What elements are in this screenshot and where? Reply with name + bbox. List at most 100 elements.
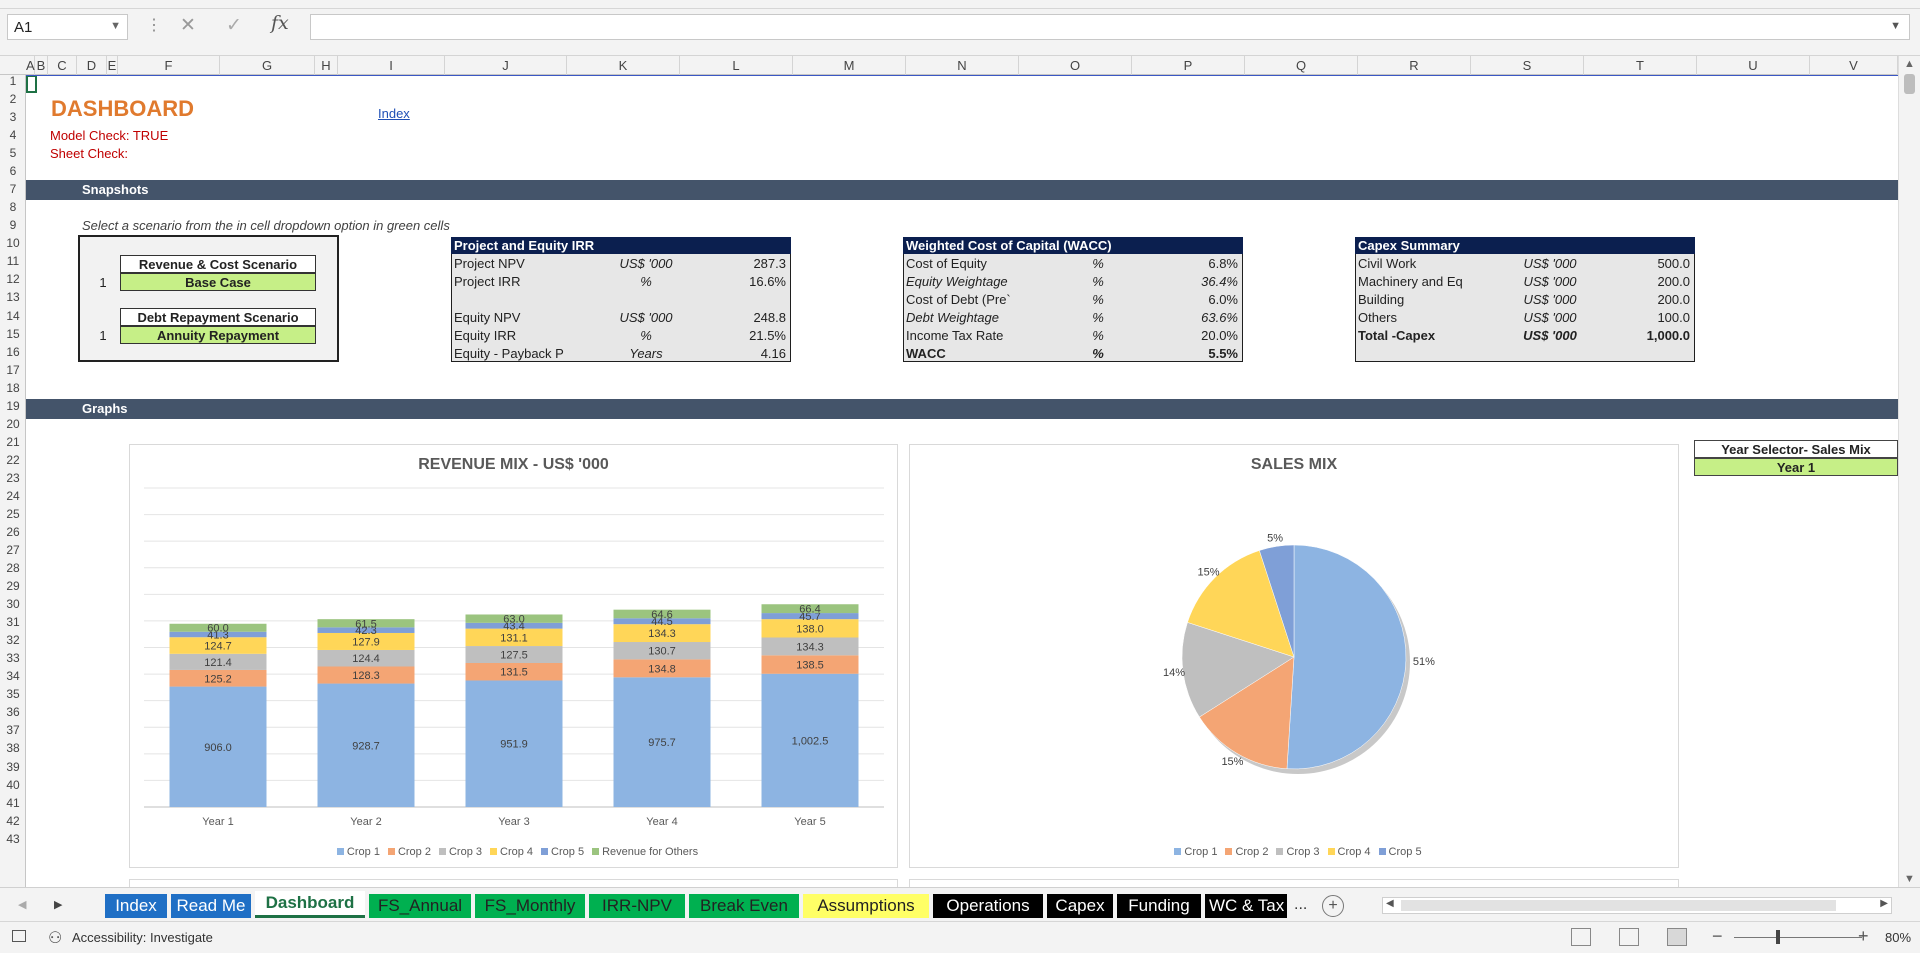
formula-input[interactable]: ▼ <box>310 14 1910 40</box>
revenue-mix-chart[interactable]: REVENUE MIX - US$ '000 906.0 125.2 121.4 12… <box>129 444 898 868</box>
zoom-out-icon[interactable]: − <box>1712 926 1723 946</box>
column-header-a[interactable]: A <box>26 56 35 75</box>
name-box[interactable]: A1 ▼ <box>7 14 128 40</box>
column-header-o[interactable]: O <box>1019 56 1132 75</box>
row-header-36[interactable]: 36 <box>6 705 20 720</box>
row-header-26[interactable]: 26 <box>6 525 20 539</box>
row-header-12[interactable]: 12 <box>6 272 20 287</box>
row-header-32[interactable]: 32 <box>6 633 20 648</box>
row-header-25[interactable]: 25 <box>6 506 20 521</box>
index-link[interactable]: Index <box>378 106 410 121</box>
row-header-34[interactable]: 34 <box>6 669 20 684</box>
row-header-7[interactable]: 7 <box>9 182 17 197</box>
selected-cell-a1[interactable] <box>26 75 37 93</box>
sheet-next-icon[interactable]: ▶ <box>54 899 63 911</box>
horizontal-scrollbar[interactable]: ◀ ▶ <box>1382 897 1892 914</box>
vertical-scrollbar[interactable]: ▲ ▼ <box>1898 56 1920 887</box>
page-break-preview-icon[interactable] <box>1667 928 1687 946</box>
row-header-5[interactable]: 5 <box>9 146 17 161</box>
column-header-q[interactable]: Q <box>1245 56 1358 75</box>
row-header-27[interactable]: 27 <box>6 543 20 558</box>
column-header-f[interactable]: F <box>118 56 220 75</box>
row-header-4[interactable]: 4 <box>9 128 17 143</box>
row-header-38[interactable]: 38 <box>6 741 20 756</box>
row-header-29[interactable]: 29 <box>6 579 20 594</box>
scroll-up-icon[interactable]: ▲ <box>1904 58 1915 70</box>
enter-check-icon[interactable]: ✓ <box>226 15 242 36</box>
sheet-tab-read-me[interactable]: Read Me <box>171 894 251 918</box>
row-header-22[interactable]: 22 <box>6 452 20 467</box>
column-header-h[interactable]: H <box>315 56 338 75</box>
zoom-in-icon[interactable]: + <box>1858 926 1869 946</box>
row-header-20[interactable]: 20 <box>6 416 20 431</box>
row-header-18[interactable]: 18 <box>6 380 20 395</box>
scroll-left-icon[interactable]: ◀ <box>1386 898 1394 909</box>
column-header-p[interactable]: P <box>1132 56 1245 75</box>
column-header-g[interactable]: G <box>220 56 315 75</box>
row-header-37[interactable]: 37 <box>6 723 20 738</box>
scroll-down-icon[interactable]: ▼ <box>1904 873 1915 885</box>
sheet-tab-index[interactable]: Index <box>105 894 167 918</box>
sheet-tab-funding[interactable]: Funding <box>1117 894 1201 918</box>
page-layout-icon[interactable] <box>1619 928 1639 946</box>
row-header-28[interactable]: 28 <box>6 561 20 576</box>
more-sheets[interactable]: ... <box>1294 896 1308 913</box>
row-header-11[interactable]: 11 <box>6 254 20 269</box>
row-header-14[interactable]: 14 <box>6 308 20 323</box>
sheet-tab-fs-annual[interactable]: FS_Annual <box>369 894 471 918</box>
row-header-10[interactable]: 10 <box>6 236 20 251</box>
sales-mix-chart[interactable]: SALES MIX 51% 15% 14% 15% 5% Crop 1 Crop 2 Cro… <box>909 444 1679 868</box>
zoom-level[interactable]: 80% <box>1885 930 1912 945</box>
column-header-e[interactable]: E <box>107 56 118 75</box>
year-selector-dropdown[interactable]: Year 1 <box>1694 458 1898 476</box>
row-header-33[interactable]: 33 <box>6 651 20 666</box>
row-header-21[interactable]: 21 <box>6 434 20 449</box>
column-header-i[interactable]: I <box>338 56 445 75</box>
column-header-r[interactable]: R <box>1358 56 1471 75</box>
vertical-scroll-thumb[interactable] <box>1904 74 1915 94</box>
column-header-m[interactable]: M <box>793 56 906 75</box>
more-vertical-icon[interactable]: ⋮ <box>146 17 162 34</box>
row-header-19[interactable]: 19 <box>6 398 20 413</box>
row-header-43[interactable]: 43 <box>6 831 20 846</box>
row-header-31[interactable]: 31 <box>6 615 20 630</box>
row-header-15[interactable]: 15 <box>6 326 20 341</box>
accessibility-status[interactable]: Accessibility: Investigate <box>72 930 213 945</box>
column-header-u[interactable]: U <box>1697 56 1810 75</box>
zoom-slider-thumb[interactable] <box>1776 930 1780 944</box>
sheet-tab-irr-npv[interactable]: IRR-NPV <box>589 894 685 918</box>
row-header-41[interactable]: 41 <box>6 795 20 810</box>
scroll-right-icon[interactable]: ▶ <box>1880 898 1888 909</box>
sheet-tab-operations[interactable]: Operations <box>933 894 1043 918</box>
column-header-n[interactable]: N <box>906 56 1019 75</box>
expand-formula-icon[interactable]: ▼ <box>1890 20 1901 32</box>
column-header-j[interactable]: J <box>445 56 567 75</box>
column-header-k[interactable]: K <box>567 56 680 75</box>
sheet-tab-assumptions[interactable]: Assumptions <box>803 894 929 918</box>
sheet-tab-fs-monthly[interactable]: FS_Monthly <box>475 894 585 918</box>
row-header-6[interactable]: 6 <box>9 164 17 179</box>
row-header-35[interactable]: 35 <box>6 687 20 702</box>
sheet-tab-dashboard[interactable]: Dashboard <box>255 891 365 918</box>
row-header-16[interactable]: 16 <box>6 344 20 359</box>
row-header-2[interactable]: 2 <box>9 92 17 107</box>
sheet-tab-wc-tax[interactable]: WC & Tax <box>1205 894 1287 918</box>
row-header-42[interactable]: 42 <box>6 813 20 828</box>
worksheet-grid[interactable]: DASHBOARD Index Model Check: TRUE Sheet … <box>26 75 1898 887</box>
add-sheet-icon[interactable]: + <box>1322 895 1344 917</box>
row-header-30[interactable]: 30 <box>6 597 20 612</box>
sheet-prev-icon[interactable]: ◀ <box>18 899 27 911</box>
debt-scenario-dropdown[interactable]: Annuity Repayment <box>120 326 316 344</box>
column-header-b[interactable]: B <box>35 56 48 75</box>
row-header-24[interactable]: 24 <box>6 488 20 503</box>
column-header-v[interactable]: V <box>1810 56 1898 75</box>
cancel-icon[interactable]: ✕ <box>180 15 196 36</box>
row-header-8[interactable]: 8 <box>9 200 17 215</box>
column-header-d[interactable]: D <box>77 56 107 75</box>
horizontal-scroll-thumb[interactable] <box>1401 900 1836 911</box>
row-header-17[interactable]: 17 <box>6 362 20 377</box>
row-header-1[interactable]: 1 <box>9 75 17 88</box>
column-header-t[interactable]: T <box>1584 56 1697 75</box>
insert-function-icon[interactable]: fx <box>271 12 289 34</box>
accessibility-icon[interactable]: ⚇ <box>48 930 63 947</box>
